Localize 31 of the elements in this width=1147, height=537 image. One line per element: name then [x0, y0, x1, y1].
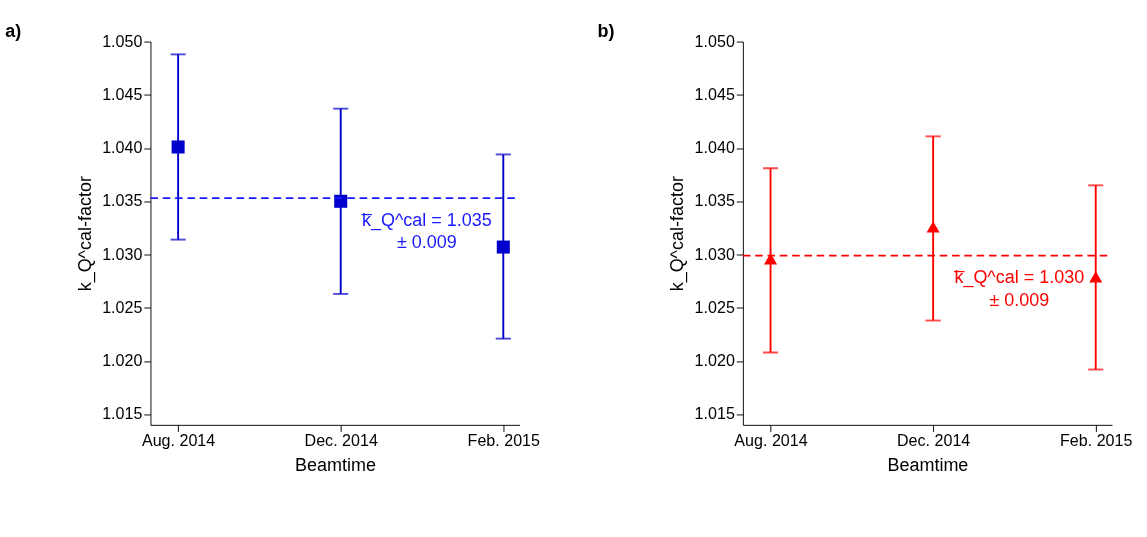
- y-tick-label: 1.050: [102, 31, 143, 50]
- ref-line-label: k̅_Q^cal = 1.030 ± 0.009: [953, 267, 1085, 310]
- y-tick-label: 1.015: [102, 404, 143, 423]
- x-axis-title: Beamtime: [887, 454, 969, 475]
- y-tick-label: 1.020: [694, 351, 735, 370]
- y-tick-label: 1.040: [102, 138, 143, 157]
- y-tick-label: 1.030: [694, 244, 735, 263]
- y-tick-label: 1.035: [694, 191, 735, 210]
- y-tick-label: 1.015: [694, 404, 735, 423]
- y-tick-label: 1.025: [102, 297, 143, 316]
- y-tick-label: 1.020: [102, 351, 143, 370]
- ref-line-label: k̅_Q^cal = 1.035 ± 0.009: [360, 209, 492, 253]
- chart-title: a): [5, 20, 22, 41]
- y-tick-label: 1.035: [102, 191, 143, 210]
- x-tick-label: Feb. 2015: [467, 431, 541, 450]
- point: [171, 140, 185, 154]
- y-tick-label: 1.045: [694, 85, 735, 104]
- y-tick-label: 1.025: [694, 297, 735, 316]
- x-tick-label: Dec. 2014: [304, 431, 378, 450]
- x-tick-label: Aug. 2014: [734, 431, 808, 450]
- x-tick-label: Dec. 2014: [896, 431, 971, 450]
- y-axis-title: k_Q^cal-factor: [74, 176, 96, 292]
- y-axis-title: k_Q^cal-factor: [667, 176, 689, 292]
- x-tick-label: Aug. 2014: [141, 431, 216, 450]
- x-tick-label: Feb. 2015: [1059, 431, 1133, 450]
- y-tick-label: 1.045: [102, 85, 143, 104]
- y-tick-label: 1.050: [694, 31, 735, 50]
- x-axis-title: Beamtime: [295, 454, 376, 475]
- y-tick-label: 1.040: [694, 138, 735, 157]
- y-tick-label: 1.030: [102, 244, 143, 263]
- chart-title: b): [597, 20, 615, 41]
